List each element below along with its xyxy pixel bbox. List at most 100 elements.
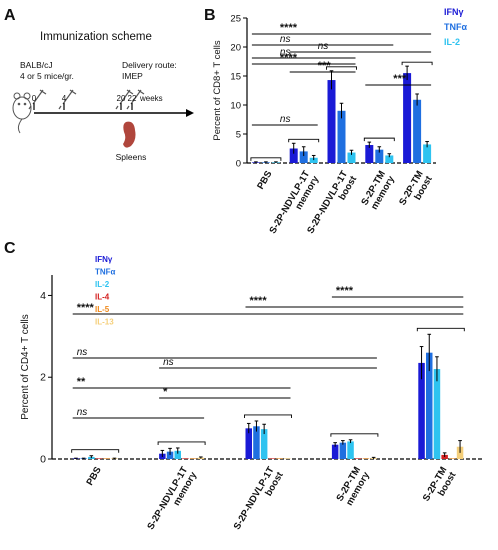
legend-entry: IFNγ <box>95 255 113 264</box>
group-bracket <box>363 137 395 142</box>
group-bracket <box>244 414 292 418</box>
panel-b-label: B <box>204 7 216 24</box>
y-axis-label: Percent of CD4+ T cells <box>20 314 31 420</box>
x-tick-label: S-2P-TMmemory <box>359 168 397 212</box>
x-tick-label: S-2P-NDVLP-1Tmemory <box>145 464 199 537</box>
bar <box>182 458 189 459</box>
legend-entry: TNFα <box>95 268 116 277</box>
bar <box>347 152 356 163</box>
x-tick-label-line: S-2P-NDVLP-1T <box>232 465 277 532</box>
organ-label: Spleens <box>116 152 147 162</box>
bar <box>309 157 318 163</box>
significance-label: *** <box>393 73 407 85</box>
bar <box>449 458 456 459</box>
significance-label: ns <box>77 347 88 358</box>
y-tick-label: 15 <box>230 72 241 83</box>
bar <box>276 458 283 459</box>
bar <box>327 80 336 163</box>
bar <box>418 362 425 459</box>
significance-label: * <box>163 386 168 398</box>
bar <box>95 458 103 459</box>
bar <box>299 151 308 163</box>
timeline-tick-label: 22 <box>128 94 137 103</box>
route-label: Delivery route: <box>122 60 177 70</box>
spleen-icon <box>123 121 136 148</box>
x-tick-label-line: PBS <box>84 465 103 487</box>
significance-label: ns <box>280 114 291 125</box>
x-tick-label: PBS <box>255 169 274 191</box>
significance-label: **** <box>250 295 268 307</box>
bar <box>385 155 394 163</box>
y-tick-label: 25 <box>230 14 241 25</box>
bar <box>375 149 384 163</box>
y-axis-label: Percent of CD8+ T cells <box>212 40 223 140</box>
legend-entry: IL-2 <box>444 37 460 47</box>
timeline-arrowhead <box>186 109 194 117</box>
legend-entry: IL-5 <box>95 305 110 314</box>
group-bracket <box>330 433 379 437</box>
bar <box>166 451 174 459</box>
bar <box>365 145 374 163</box>
bar <box>103 458 110 459</box>
significance-label: ns <box>163 357 174 368</box>
syringe-icon <box>28 89 47 110</box>
bar <box>289 148 298 163</box>
scheme-title: Immunization scheme <box>40 31 152 43</box>
route-value: IMEP <box>122 71 143 81</box>
mouse-icon <box>12 92 32 134</box>
significance-label: ns <box>280 34 291 45</box>
bar <box>331 444 339 459</box>
bar <box>189 458 197 459</box>
timeline-tick-label: 20 <box>117 94 126 103</box>
significance-label: ns <box>77 407 88 418</box>
timeline-tick-label: 0 <box>32 94 37 103</box>
y-tick-label: 10 <box>230 101 241 112</box>
legend-entry: IL-4 <box>95 293 110 302</box>
bar <box>337 110 346 163</box>
x-tick-label: PBS <box>84 465 103 487</box>
significance-label: ns <box>318 41 329 52</box>
bar <box>362 458 370 459</box>
mouse-group-text: 4 or 5 mice/gr. <box>20 71 74 81</box>
x-tick-label: S-2P-TMboost <box>397 168 435 212</box>
bar <box>174 450 181 459</box>
bar <box>423 144 432 163</box>
syringe-icon <box>126 89 145 110</box>
x-tick-label: S-2P-NDVLP-1Tboost <box>232 464 286 537</box>
group-bracket <box>401 61 433 66</box>
bar <box>347 441 354 459</box>
bar <box>284 458 291 459</box>
legend-entry: IL-13 <box>95 318 114 327</box>
bar <box>413 99 422 163</box>
group-bracket <box>250 157 282 161</box>
syringe-icon <box>58 89 77 110</box>
group-bracket <box>288 138 320 143</box>
chart-cd4: 0 2 4 Percent of CD4+ T cells PBS S-2P-NDVLP-… <box>20 255 484 537</box>
bar <box>260 429 268 459</box>
timeline-unit: weeks <box>139 94 163 103</box>
significance-label: **** <box>77 302 95 314</box>
significance-label: ns <box>280 47 291 58</box>
bar <box>426 352 433 459</box>
mouse-strain-text: BALB/cJ <box>20 60 53 70</box>
significance-label: ** <box>77 376 86 388</box>
group-bracket <box>326 66 357 70</box>
timeline-tick-label: 4 <box>62 94 67 103</box>
panel-a-immunization-scheme: A Immunization scheme BALB/cJ 4 or 5 mic… <box>4 7 194 162</box>
significance-label: **** <box>336 285 354 297</box>
y-tick-label: 5 <box>236 130 241 141</box>
y-tick-label: 0 <box>236 159 241 170</box>
group-bracket <box>416 327 465 332</box>
significance-label: *** <box>318 60 332 72</box>
significance-label: **** <box>280 52 298 64</box>
bar <box>355 458 362 459</box>
bar <box>339 442 347 459</box>
chart-cd8: 0 5 10 15 20 25 Percent of CD8+ T cells PBS S-2P… <box>212 7 467 236</box>
panel-a-label: A <box>4 7 16 24</box>
y-tick-label: 20 <box>230 43 241 54</box>
syringe-icon <box>115 89 134 110</box>
y-tick-label: 0 <box>40 454 46 466</box>
y-tick-label: 2 <box>40 372 46 384</box>
legend-entry: TNFα <box>444 22 467 32</box>
